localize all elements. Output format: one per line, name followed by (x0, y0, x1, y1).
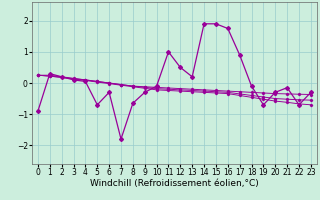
X-axis label: Windchill (Refroidissement éolien,°C): Windchill (Refroidissement éolien,°C) (90, 179, 259, 188)
